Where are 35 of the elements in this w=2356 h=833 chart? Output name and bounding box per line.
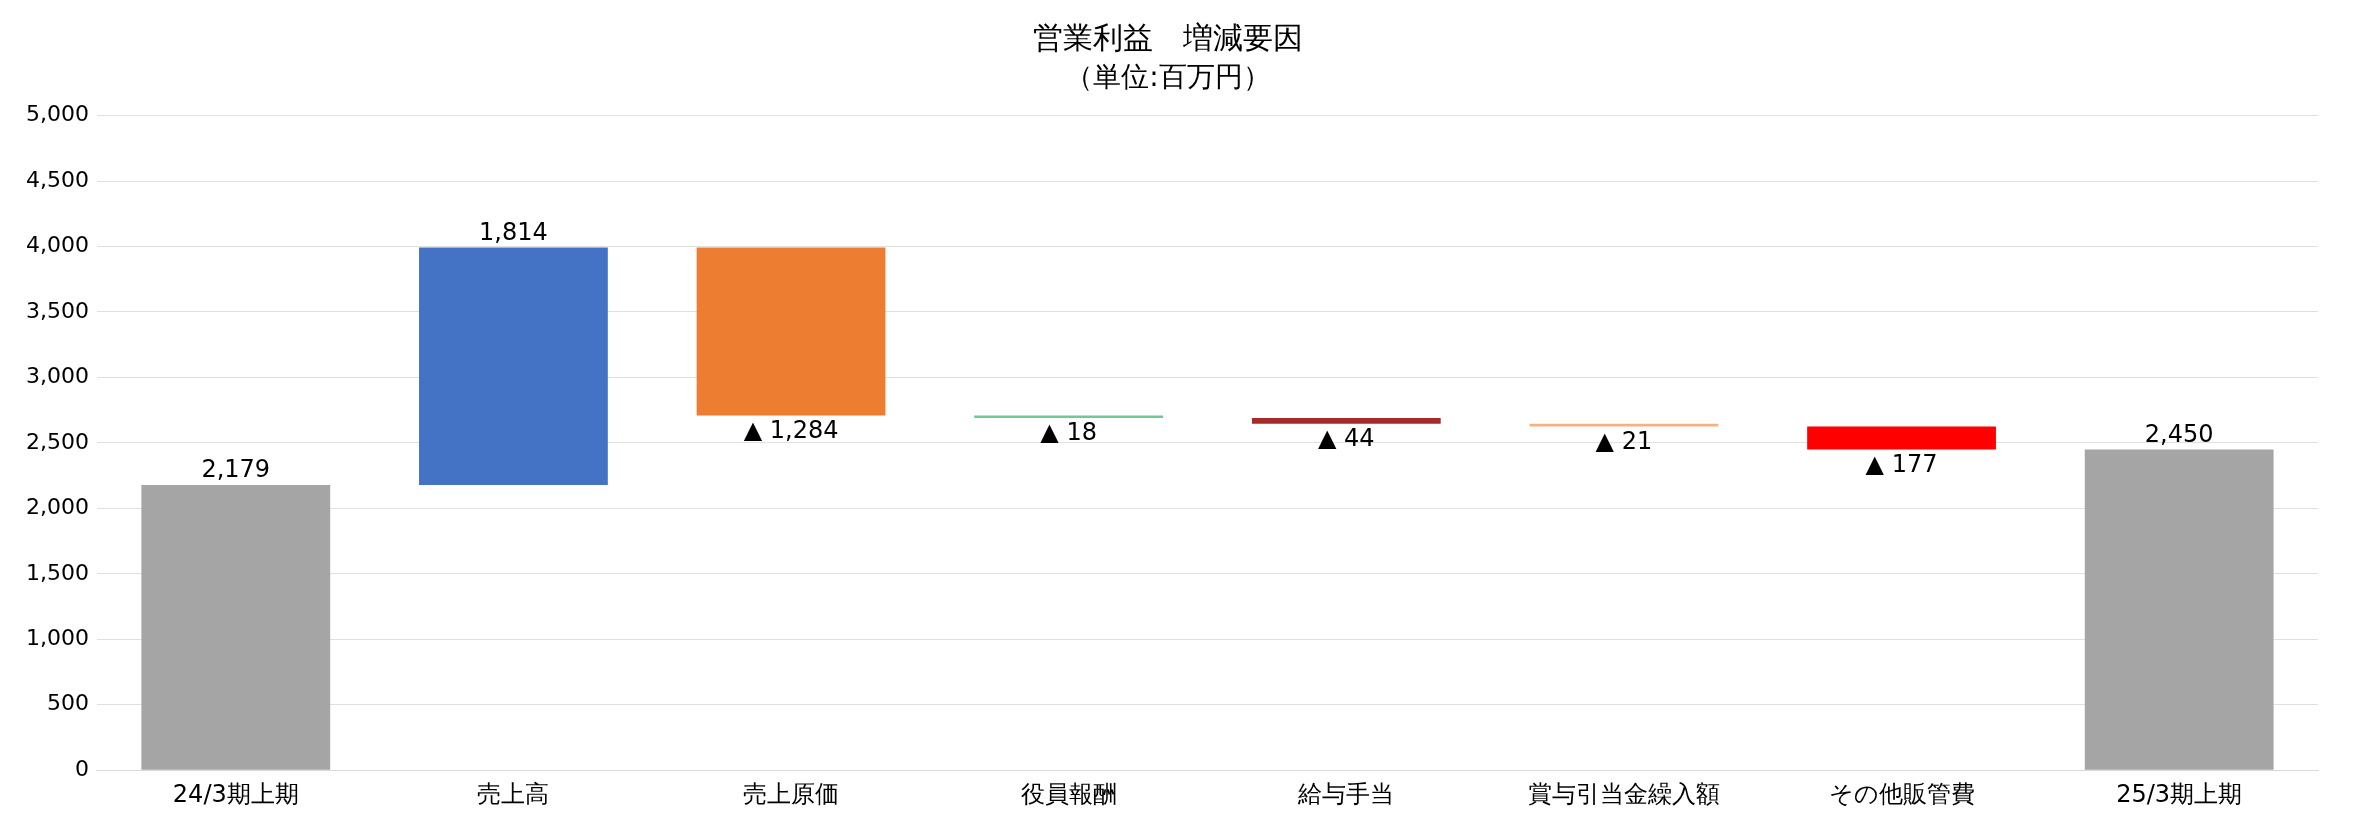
y-tick-label: 4,500 bbox=[26, 166, 89, 192]
x-tick-label: 役員報酬 bbox=[1020, 779, 1117, 808]
bar bbox=[1807, 426, 1996, 450]
y-tick-label: 500 bbox=[46, 690, 89, 716]
data-label: ▲ 21 bbox=[1595, 426, 1653, 455]
y-tick-label: 2,500 bbox=[26, 428, 89, 454]
chart-title: 営業利益 増減要因 bbox=[1033, 19, 1303, 55]
bar bbox=[2084, 449, 2274, 770]
y-tick-label: 3,000 bbox=[26, 363, 89, 389]
data-label: 1,814 bbox=[479, 217, 548, 246]
y-tick-label: 2,000 bbox=[26, 494, 89, 520]
bar bbox=[419, 247, 608, 485]
data-label: 2,450 bbox=[2144, 419, 2214, 448]
bar bbox=[141, 484, 331, 770]
x-tick-label: 賞与引当金繰入額 bbox=[1527, 779, 1720, 808]
y-tick-label: 5,000 bbox=[26, 101, 89, 127]
y-tick-label: 1,000 bbox=[26, 625, 89, 650]
y-tick-label: 3,500 bbox=[26, 297, 89, 323]
x-tick-label: 売上原価 bbox=[743, 779, 840, 808]
data-label: 2,179 bbox=[201, 455, 271, 484]
x-tick-label: 給与手当 bbox=[1297, 779, 1395, 808]
x-tick-label: その他販管費 bbox=[1828, 779, 1975, 808]
x-tick-label: 25/3期上期 bbox=[2116, 779, 2243, 808]
y-tick-label: 1,500 bbox=[26, 559, 89, 585]
y-tick-label: 0 bbox=[74, 755, 89, 781]
data-label: ▲ 18 bbox=[1040, 418, 1097, 447]
x-tick-label: 売上高 bbox=[477, 779, 550, 808]
chart-subtitle: （単位:百万円） bbox=[1065, 60, 1271, 94]
bar bbox=[696, 247, 886, 416]
y-tick-label: 4,000 bbox=[26, 232, 89, 258]
bar bbox=[1251, 417, 1441, 424]
x-tick-label: 24/3期上期 bbox=[172, 779, 299, 808]
data-label: ▲ 177 bbox=[1865, 449, 1938, 478]
data-label: ▲ 44 bbox=[1317, 423, 1375, 452]
data-label: ▲ 1,284 bbox=[743, 415, 839, 444]
